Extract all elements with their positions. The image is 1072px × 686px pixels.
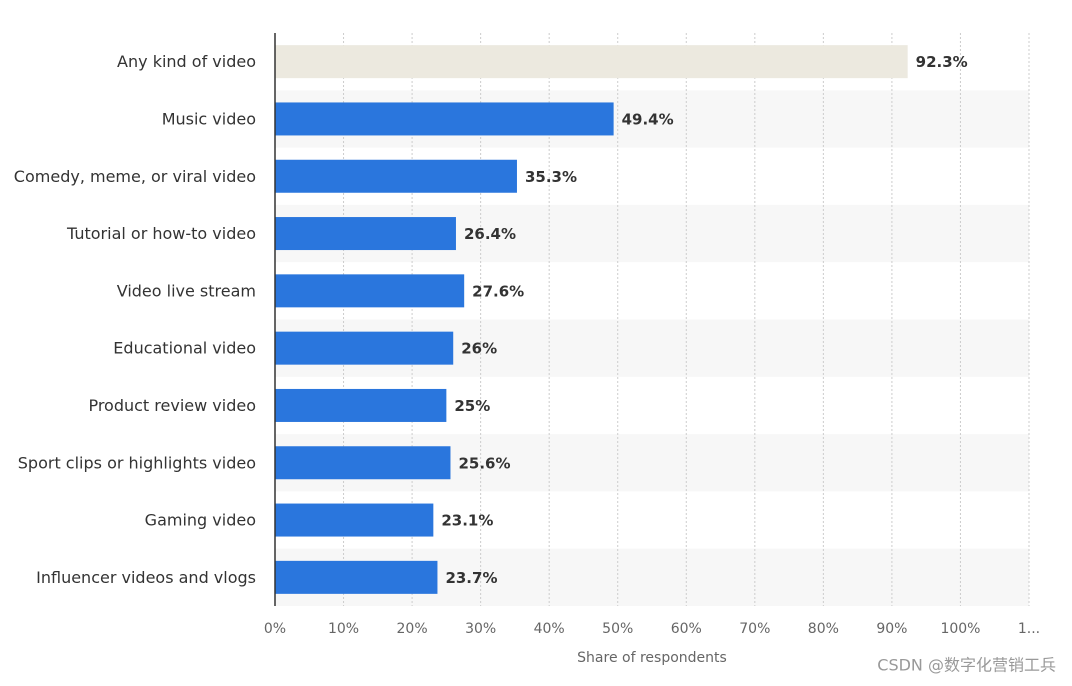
y-tick-label: Tutorial or how-to video (66, 224, 256, 243)
y-tick-label: Product review video (88, 396, 256, 415)
value-label: 92.3% (916, 53, 968, 71)
value-label: 35.3% (525, 168, 577, 186)
watermark: CSDN @数字化营销工兵 (877, 656, 1056, 675)
value-label: 26% (461, 340, 497, 358)
y-tick-label: Influencer videos and vlogs (36, 568, 256, 587)
x-tick-label: 30% (465, 621, 496, 637)
x-tick-label: 80% (808, 621, 839, 637)
value-label: 25% (454, 397, 490, 415)
bar (275, 274, 465, 308)
y-tick-label: Comedy, meme, or viral video (14, 167, 256, 186)
value-label: 49.4% (622, 110, 674, 128)
x-tick-label: 0% (264, 621, 286, 637)
x-axis-label: Share of respondents (577, 650, 727, 666)
bar (275, 560, 438, 594)
bar (275, 102, 614, 136)
value-label: 23.7% (445, 569, 497, 587)
bar (275, 45, 908, 79)
x-tick-label: 1... (1018, 621, 1040, 637)
x-tick-label: 100% (940, 621, 980, 637)
y-tick-label: Sport clips or highlights video (18, 453, 256, 472)
bar (275, 217, 456, 251)
value-label: 26.4% (464, 225, 516, 243)
bar (275, 331, 454, 365)
x-tick-label: 20% (397, 621, 428, 637)
x-tick-label: 40% (534, 621, 565, 637)
x-tick-label: 70% (739, 621, 770, 637)
bar (275, 388, 447, 422)
bar (275, 159, 517, 193)
value-label: 27.6% (472, 282, 524, 300)
x-tick-label: 60% (671, 621, 702, 637)
value-label: 25.6% (458, 454, 510, 472)
y-tick-label: Music video (162, 109, 256, 128)
x-tick-label: 10% (328, 621, 359, 637)
y-tick-label: Educational video (113, 339, 256, 358)
value-label: 23.1% (441, 512, 493, 530)
y-tick-label: Any kind of video (117, 52, 256, 71)
y-tick-label: Gaming video (145, 511, 256, 530)
y-tick-label: Video live stream (117, 281, 256, 300)
bar (275, 503, 434, 537)
x-tick-label: 90% (876, 621, 907, 637)
x-tick-label: 50% (602, 621, 633, 637)
bar (275, 446, 451, 480)
